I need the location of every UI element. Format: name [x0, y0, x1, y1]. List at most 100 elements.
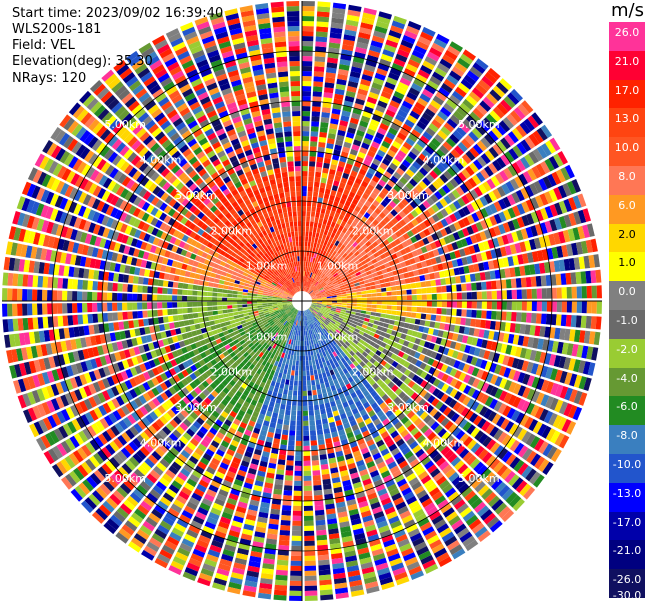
ppi-cell: [272, 391, 278, 398]
ppi-cell: [498, 506, 511, 519]
ppi-cell: [366, 251, 373, 257]
ppi-cell: [516, 398, 526, 411]
ppi-cell: [378, 465, 389, 474]
ppi-cell: [458, 157, 468, 168]
ppi-cell: [325, 72, 336, 79]
ppi-cell: [502, 222, 511, 233]
ppi-cell: [534, 325, 541, 337]
ppi-cell: [393, 15, 407, 25]
ppi-cell: [441, 308, 447, 315]
ppi-cell: [124, 379, 133, 390]
ppi-cell: [270, 336, 276, 342]
ppi-cell: [292, 520, 302, 526]
ppi-cell: [235, 321, 242, 327]
ppi-cell: [304, 325, 307, 331]
ppi-cell: [306, 380, 311, 386]
ppi-cell: [490, 386, 499, 397]
ppi-cell: [434, 271, 441, 279]
ppi-cell: [195, 354, 203, 361]
ppi-cell: [170, 359, 178, 367]
ppi-cell: [268, 334, 274, 340]
ppi-cell: [378, 274, 384, 280]
ppi-cell: [211, 539, 224, 549]
ppi-cell: [466, 439, 477, 450]
ppi-cell: [308, 282, 311, 288]
ppi-cell: [326, 293, 332, 296]
ppi-cell: [111, 398, 121, 409]
ppi-cell: [369, 281, 376, 286]
ppi-cell: [464, 470, 476, 482]
ppi-cell: [149, 537, 162, 548]
ppi-cell: [213, 363, 221, 371]
ppi-cell: [357, 464, 367, 472]
ppi-cell: [395, 53, 408, 63]
ppi-cell: [329, 210, 336, 217]
ppi-cell: [463, 385, 472, 395]
ppi-cell: [109, 440, 120, 452]
ppi-cell: [392, 246, 400, 253]
ppi-cell: [254, 531, 266, 538]
ppi-cell: [403, 552, 416, 562]
ppi-cell: [420, 64, 433, 75]
ppi-cell: [99, 483, 112, 496]
ppi-cell: [421, 401, 431, 411]
ppi-cell: [197, 334, 204, 341]
ppi-cell: [512, 255, 519, 266]
ppi-cell: [285, 409, 291, 416]
ppi-cell: [489, 110, 501, 122]
ppi-cell: [306, 315, 310, 320]
ppi-cell: [235, 342, 242, 348]
ppi-cell: [358, 277, 364, 282]
ppi-cell: [535, 163, 546, 177]
ppi-cell: [550, 368, 558, 381]
ppi-cell: [345, 347, 352, 353]
ppi-cell: [361, 301, 367, 304]
ppi-cell: [317, 312, 323, 317]
ppi-cell: [548, 412, 558, 426]
ppi-cell: [422, 267, 429, 274]
ppi-cell: [443, 195, 452, 205]
ppi-cell: [272, 324, 278, 330]
ppi-cell: [480, 394, 490, 405]
ppi-cell: [316, 264, 320, 270]
ppi-cell: [304, 281, 306, 287]
ppi-cell: [334, 223, 340, 230]
ppi-cell: [406, 212, 415, 221]
ppi-cell: [316, 384, 321, 390]
ppi-cell: [338, 225, 344, 232]
ppi-cell: [477, 418, 487, 429]
ppi-cell: [396, 180, 405, 189]
ppi-cell: [263, 321, 269, 326]
ppi-cell: [534, 406, 545, 420]
ppi-cell: [571, 344, 579, 357]
ppi-cell: [313, 354, 318, 360]
ppi-cell: [170, 560, 184, 571]
ppi-cell: [234, 557, 247, 566]
ppi-cell: [271, 316, 277, 321]
ppi-cell: [504, 134, 515, 147]
ppi-cell: [545, 313, 552, 325]
ppi-cell: [158, 443, 169, 454]
ppi-cell: [337, 269, 343, 275]
ppi-cell: [260, 573, 274, 580]
ppi-cell: [345, 323, 351, 328]
ppi-cell: [337, 376, 343, 383]
ppi-cell: [291, 540, 302, 546]
ppi-cell: [416, 377, 424, 386]
ppi-cell: [31, 390, 41, 404]
ppi-cell: [95, 486, 108, 499]
ppi-cell: [366, 208, 374, 215]
ppi-cell: [466, 255, 473, 265]
ppi-cell: [69, 470, 81, 484]
ppi-cell: [269, 457, 277, 464]
ppi-cell: [389, 557, 403, 567]
ppi-cell: [342, 252, 348, 259]
ppi-cell: [334, 212, 340, 219]
ppi-cell: [488, 227, 497, 238]
ppi-cell: [422, 131, 433, 141]
ppi-cell: [172, 383, 181, 393]
ppi-cell: [334, 274, 340, 279]
ppi-cell: [148, 359, 156, 369]
ppi-cell: [324, 498, 335, 505]
ppi-cell: [526, 450, 537, 464]
